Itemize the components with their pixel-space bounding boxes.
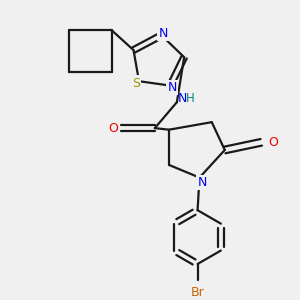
Text: O: O [109,122,118,135]
Text: N: N [159,27,168,40]
Text: N: N [167,81,177,94]
Text: H: H [186,92,195,105]
Text: S: S [132,76,140,90]
Text: O: O [268,136,278,149]
Text: N: N [198,176,207,189]
Text: N: N [178,92,187,105]
Text: Br: Br [191,286,205,299]
